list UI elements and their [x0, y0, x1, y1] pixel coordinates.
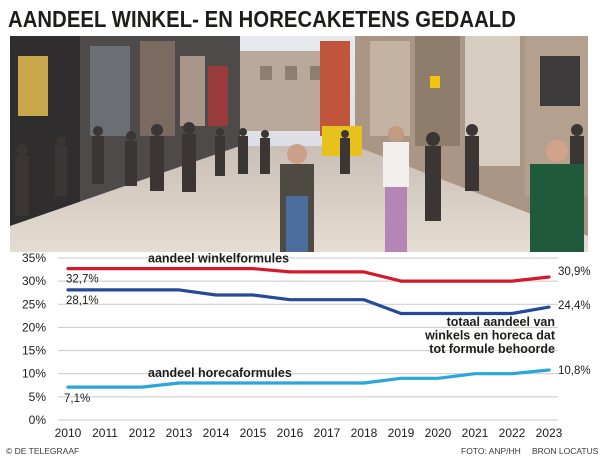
series-line-winkel [66, 267, 551, 283]
street-photo [10, 36, 588, 256]
y-tick-label: 10% [22, 367, 46, 381]
end-value-winkel: 30,9% [558, 266, 591, 278]
source-credit: BRON LOCATUS [532, 446, 599, 456]
y-tick-label: 5% [29, 390, 47, 404]
x-tick-label: 2021 [462, 426, 489, 440]
x-tick-label: 2022 [499, 426, 526, 440]
y-tick-label: 25% [22, 297, 46, 311]
end-value-horeca: 10,8% [558, 365, 591, 377]
series-line-totaal [66, 288, 551, 316]
start-value-winkel: 32,7% [66, 274, 99, 286]
x-tick-label: 2020 [425, 426, 452, 440]
photo-credit: FOTO: ANP/HH [461, 446, 521, 456]
x-tick-label: 2016 [277, 426, 304, 440]
x-tick-label: 2010 [55, 426, 82, 440]
series-label-line: tot formule behoorde [429, 342, 555, 356]
x-tick-label: 2019 [388, 426, 415, 440]
x-tick-label: 2012 [129, 426, 156, 440]
x-tick-label: 2014 [203, 426, 230, 440]
headline: AANDEEL WINKEL- EN HORECAKETENS GEDAALD [8, 6, 516, 32]
end-value-totaal: 24,4% [558, 300, 591, 312]
publisher-credit: © DE TELEGRAAF [6, 446, 80, 456]
y-tick-label: 0% [29, 413, 47, 427]
x-tick-label: 2015 [240, 426, 267, 440]
chart-background [10, 252, 588, 442]
series-line-horeca [66, 368, 551, 389]
y-tick-label: 30% [22, 274, 46, 288]
series-label-totaal: totaal aandeel van winkels en horeca dat t… [424, 315, 556, 356]
start-value-horeca: 7,1% [64, 393, 90, 405]
y-tick-label: 20% [22, 320, 46, 334]
series-label-line: winkels en horeca dat [424, 329, 556, 343]
y-tick-label: 35% [22, 251, 46, 265]
start-value-totaal: 28,1% [66, 295, 99, 307]
x-tick-label: 2018 [351, 426, 378, 440]
x-tick-label: 2013 [166, 426, 193, 440]
series-label-line: totaal aandeel van [447, 315, 555, 329]
x-tick-label: 2011 [92, 426, 118, 440]
x-tick-label: 2023 [536, 426, 563, 440]
series-label-horeca: aandeel horecaformules [148, 366, 292, 380]
y-tick-label: 15% [22, 344, 46, 358]
series-label-winkel: aandeel winkelformules [148, 252, 289, 266]
x-tick-label: 2017 [314, 426, 341, 440]
